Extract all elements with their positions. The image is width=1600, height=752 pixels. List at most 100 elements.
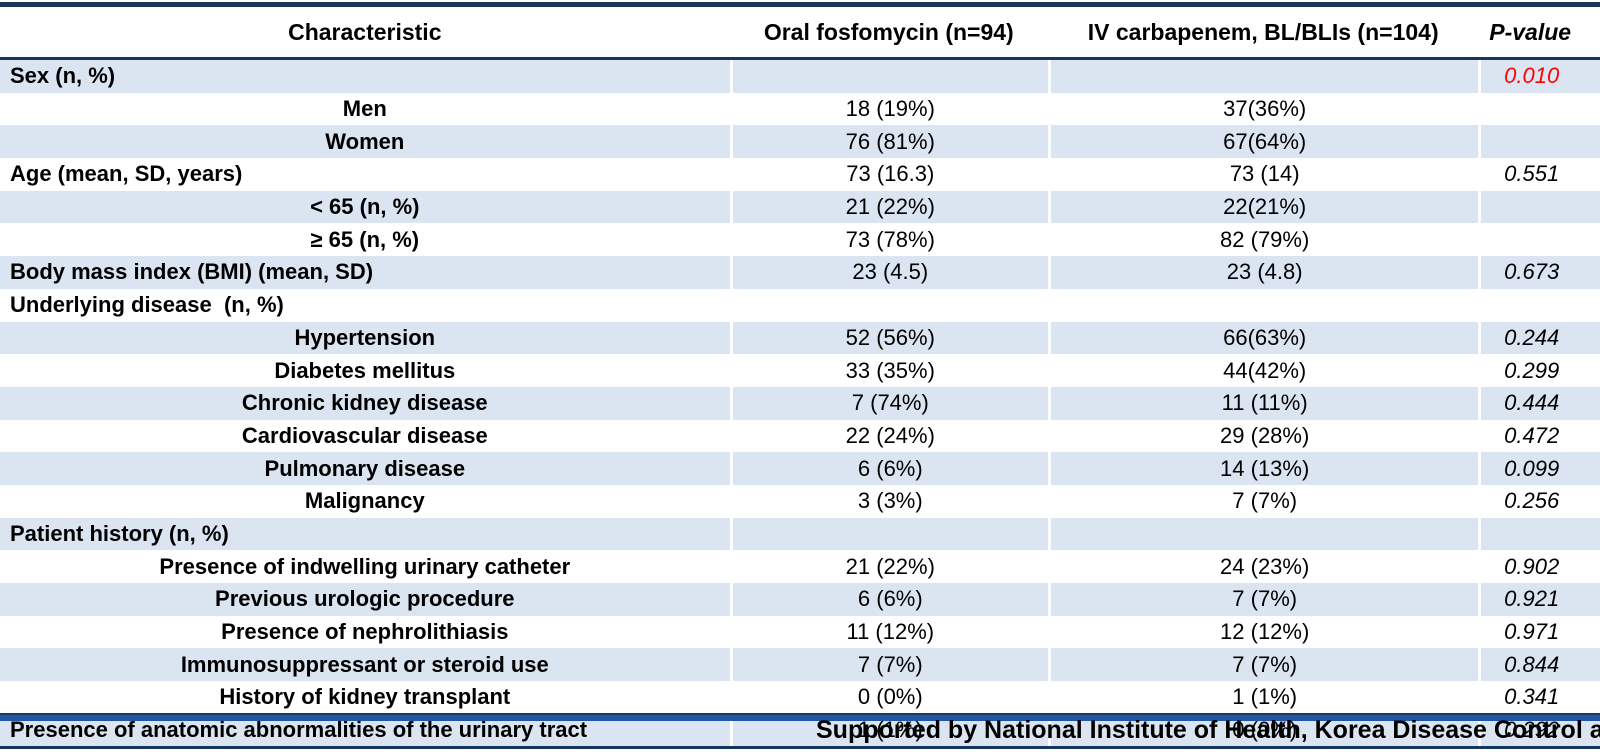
- fosfomycin-value-text: 33 (35%): [845, 357, 935, 383]
- row-label-text: Presence of indwelling urinary catheter: [159, 553, 571, 579]
- row-label: Men: [0, 93, 730, 126]
- fosfomycin-value-text: 73 (16.3): [846, 161, 935, 187]
- p-value: 0.292: [1478, 713, 1600, 747]
- row-label: Presence of anatomic abnormalities of th…: [0, 714, 730, 747]
- carbapenem-value: 66(63%): [1047, 321, 1478, 355]
- table-row: Cardiovascular disease 22 (24%) 29 (28%) 0.…: [0, 419, 1600, 453]
- p-value: 0.099: [1478, 452, 1600, 485]
- row-label-text: History of kidney transplant: [219, 684, 511, 710]
- row-label-text: < 65 (n, %): [310, 194, 420, 220]
- fosfomycin-value: 0 (0%): [729, 681, 1048, 714]
- row-label-text: Pulmonary disease: [264, 455, 466, 481]
- fosfomycin-value: 23 (4.5): [729, 256, 1048, 289]
- row-label: Sex (n, %): [0, 60, 730, 93]
- p-value-text: 0.244: [1504, 324, 1560, 350]
- carbapenem-value: 44(42%): [1047, 354, 1478, 387]
- table-row: History of kidney transplant 0 (0%) 1 (1%)…: [0, 681, 1600, 714]
- carbapenem-value: 22(21%): [1047, 190, 1478, 224]
- fosfomycin-value-text: 6 (6%): [857, 586, 923, 612]
- fosfomycin-value-text: 11 (12%): [846, 619, 935, 645]
- p-value: 0.341: [1478, 681, 1600, 714]
- p-value: 0.673: [1478, 256, 1600, 289]
- header-p-value: P-value: [1478, 7, 1600, 57]
- p-value: 0.971: [1478, 615, 1600, 649]
- fosfomycin-value-text: 22 (24%): [845, 422, 935, 448]
- carbapenem-value: [1047, 517, 1478, 551]
- fosfomycin-value: [729, 517, 1048, 551]
- p-value-text: 0.902: [1504, 553, 1560, 579]
- p-value-text: 0.299: [1504, 357, 1560, 383]
- p-value: 0.256: [1478, 484, 1600, 518]
- p-value-text: 0.673: [1504, 259, 1560, 285]
- row-label-text: Presence of nephrolithiasis: [221, 619, 509, 645]
- table-row: Diabetes mellitus 33 (35%) 44(42%) 0.299: [0, 354, 1600, 387]
- carbapenem-value-text: 0 (0%): [1232, 717, 1298, 743]
- table-row: Chronic kidney disease 7 (74%) 11 (11%) 0.4…: [0, 386, 1600, 420]
- row-label-text: Men: [342, 96, 387, 122]
- fosfomycin-value-text: 7 (74%): [851, 390, 929, 416]
- fosfomycin-value-text: 21 (22%): [845, 194, 935, 220]
- carbapenem-value-text: 22(21%): [1223, 194, 1307, 220]
- table-row: Malignancy 3 (3%) 7 (7%) 0.256: [0, 484, 1600, 518]
- table-row: Sex (n, %) 0.010: [0, 60, 1600, 93]
- p-value: [1478, 125, 1600, 159]
- header-oral-fosfomycin: Oral fosfomycin (n=94): [730, 7, 1048, 57]
- carbapenem-value: 24 (23%): [1047, 550, 1478, 583]
- p-value: 0.299: [1478, 354, 1600, 387]
- p-value: 0.444: [1478, 386, 1600, 420]
- p-value-text: 0.444: [1504, 390, 1560, 416]
- fosfomycin-value-text: 18 (19%): [845, 96, 935, 122]
- fosfomycin-value: 18 (19%): [729, 92, 1048, 126]
- carbapenem-value: [1047, 60, 1478, 93]
- p-value-text: 0.256: [1504, 488, 1560, 514]
- fosfomycin-value-text: 76 (81%): [845, 128, 935, 154]
- carbapenem-value-text: 82 (79%): [1220, 226, 1310, 252]
- row-label-text: Women: [325, 128, 405, 154]
- p-value: [1478, 223, 1600, 257]
- table-row: Pulmonary disease 6 (6%) 14 (13%) 0.099: [0, 452, 1600, 485]
- table-header-row: Characteristic Oral fosfomycin (n=94) IV…: [0, 7, 1600, 60]
- row-label: < 65 (n, %): [0, 191, 730, 224]
- carbapenem-value-text: 23 (4.8): [1226, 259, 1303, 285]
- row-label-text: Immunosuppressant or steroid use: [180, 651, 549, 677]
- p-value: [1478, 190, 1600, 224]
- row-label-text: Chronic kidney disease: [241, 390, 488, 416]
- p-value-text: 0.921: [1504, 586, 1560, 612]
- carbapenem-value-text: 24 (23%): [1220, 553, 1310, 579]
- carbapenem-value: 12 (12%): [1047, 615, 1478, 649]
- row-label-text: ≥ 65 (n, %): [310, 226, 420, 252]
- row-label: Women: [0, 125, 730, 158]
- table-row: Men 18 (19%) 37(36%): [0, 92, 1600, 126]
- carbapenem-value: 37(36%): [1047, 92, 1478, 126]
- table-row: ≥ 65 (n, %) 73 (78%) 82 (79%): [0, 223, 1600, 257]
- fosfomycin-value-text: 3 (3%): [857, 488, 923, 514]
- carbapenem-value-text: 1 (1%): [1232, 684, 1298, 710]
- row-label-text: Body mass index (BMI) (mean, SD): [10, 259, 374, 285]
- row-label: Patient history (n, %): [0, 518, 730, 551]
- row-label: Hypertension: [0, 322, 730, 355]
- fosfomycin-value: 22 (24%): [729, 419, 1048, 453]
- table-row: Women 76 (81%) 67(64%): [0, 125, 1600, 159]
- fosfomycin-value: 73 (78%): [729, 223, 1048, 257]
- fosfomycin-value-text: 73 (78%): [845, 226, 935, 252]
- table-row: Age (mean, SD, years) 73 (16.3) 73 (14) 0.5…: [0, 158, 1600, 191]
- row-label: Underlying disease (n, %): [0, 289, 730, 322]
- carbapenem-value-text: 7 (7%): [1232, 488, 1298, 514]
- fosfomycin-value: [729, 60, 1048, 93]
- row-label-text: Previous urologic procedure: [215, 586, 515, 612]
- row-label-text: Sex (n, %): [10, 63, 116, 89]
- p-value: [1478, 517, 1600, 551]
- fosfomycin-value: 76 (81%): [729, 125, 1048, 159]
- p-value: 0.551: [1478, 158, 1600, 191]
- p-value-text: 0.099: [1504, 455, 1560, 481]
- row-label: Previous urologic procedure: [0, 583, 730, 616]
- row-label: Immunosuppressant or steroid use: [0, 648, 730, 681]
- fosfomycin-value: 1 (1%): [729, 713, 1048, 747]
- row-label: ≥ 65 (n, %): [0, 223, 730, 256]
- p-value-text: 0.472: [1504, 422, 1560, 448]
- p-value-text: 0.010: [1504, 63, 1560, 89]
- carbapenem-value-text: 12 (12%): [1220, 619, 1310, 645]
- carbapenem-value-text: 44(42%): [1223, 357, 1307, 383]
